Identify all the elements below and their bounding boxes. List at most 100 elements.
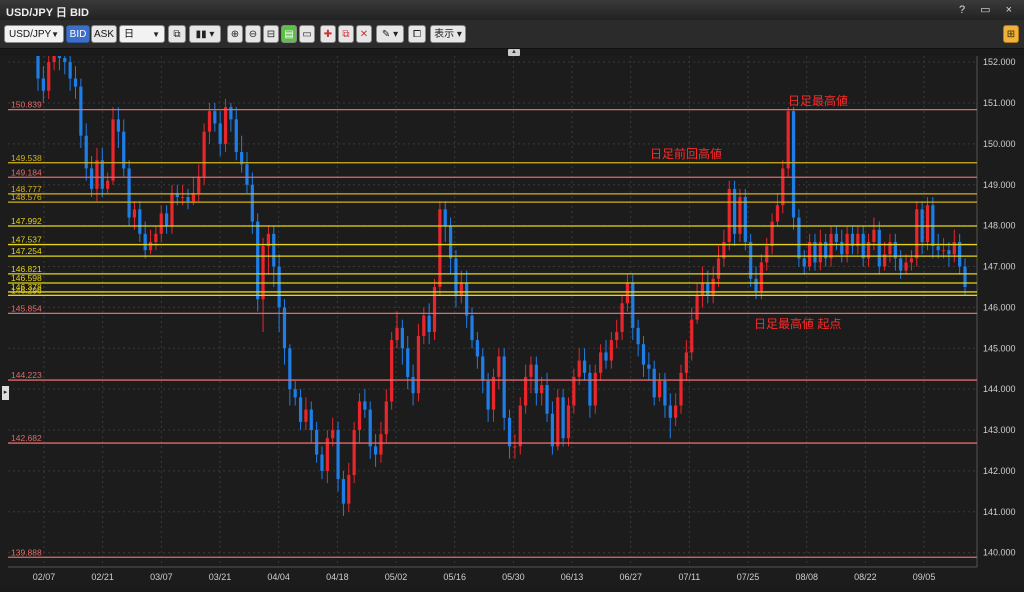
- candle-body: [470, 315, 474, 341]
- candle-body: [507, 417, 512, 447]
- candle-body: [143, 233, 147, 251]
- candle-body: [282, 307, 287, 349]
- candle-body: [47, 62, 51, 91]
- level-label: 148.576: [11, 192, 42, 202]
- display-menu-label: 表示: [434, 29, 455, 40]
- settings-grid-icon[interactable]: ⊞: [1003, 25, 1019, 43]
- candle-body: [266, 233, 271, 247]
- candle-body: [781, 168, 785, 206]
- candle-body: [866, 242, 871, 259]
- candle-body: [475, 340, 479, 357]
- chart-type-icon[interactable]: ▮▮ ▾: [189, 25, 221, 43]
- candle-body: [690, 319, 694, 353]
- x-tick-label: 04/04: [267, 572, 290, 582]
- x-tick-label: 04/18: [326, 572, 349, 582]
- candle-body: [304, 409, 308, 422]
- candle-body: [170, 192, 174, 226]
- x-tick-label: 05/02: [385, 572, 408, 582]
- candle-body: [218, 123, 222, 144]
- candle-body: [904, 262, 908, 271]
- window-controls[interactable]: ? ▭ ×: [958, 4, 1018, 16]
- candle-body: [625, 282, 630, 304]
- candle-body: [57, 56, 62, 59]
- candle-body: [941, 250, 946, 252]
- candle-body: [148, 242, 153, 251]
- candle-body: [759, 262, 763, 292]
- candle-body: [722, 242, 726, 259]
- candle-body: [915, 209, 919, 259]
- y-tick-label: 152.000: [983, 57, 1016, 67]
- candle-body: [738, 197, 742, 234]
- candle-body: [427, 315, 431, 332]
- y-tick-label: 140.000: [983, 548, 1016, 558]
- level-label: 149.184: [11, 167, 42, 177]
- display-menu-button[interactable]: 表示 ▾: [430, 25, 466, 43]
- candle-body: [395, 327, 399, 341]
- price-chart[interactable]: 152.000 151.000 150.000 149.000 148.000 147.0…: [0, 56, 1024, 587]
- candle-body: [540, 385, 544, 394]
- candle-body: [68, 62, 72, 79]
- candle-body: [379, 434, 383, 455]
- level-label: 146.378: [11, 282, 42, 292]
- candle-body: [181, 197, 185, 199]
- candle-body: [593, 372, 597, 406]
- zoom-in-icon[interactable]: ⊕: [227, 25, 243, 43]
- candle-body: [138, 209, 142, 234]
- period-select-value: 日: [124, 29, 134, 40]
- x-tick-label: 02/07: [33, 572, 56, 582]
- delete-drawing-icon[interactable]: ✕: [356, 25, 372, 43]
- level-label: 146.296: [11, 285, 42, 295]
- candle-body: [245, 164, 249, 185]
- candle-body: [888, 242, 892, 255]
- level-label: 147.254: [11, 246, 42, 256]
- candle-body: [636, 327, 640, 345]
- add-drawing-icon[interactable]: ✚: [320, 25, 336, 43]
- candle-body: [250, 184, 254, 222]
- candle-body: [534, 364, 538, 394]
- y-tick-label: 148.000: [983, 221, 1016, 231]
- candle-body: [256, 221, 260, 300]
- candle-body: [175, 192, 179, 198]
- layout-icon[interactable]: ▤: [281, 25, 297, 43]
- ask-toggle[interactable]: ASK: [91, 25, 117, 43]
- pen-tool-icon[interactable]: ✎ ▾: [376, 25, 404, 43]
- panel-icon[interactable]: ▭: [299, 25, 315, 43]
- chart-annotation: 日足前回高値: [650, 146, 722, 161]
- candle-body: [331, 430, 335, 439]
- candle-body: [786, 111, 790, 169]
- x-tick-label: 02/21: [91, 572, 114, 582]
- candle-body: [191, 192, 196, 202]
- candle-body: [963, 266, 967, 287]
- candle-body: [347, 475, 351, 504]
- candle-body: [861, 233, 865, 259]
- candle-body: [95, 160, 99, 189]
- compare-icon[interactable]: ⧉: [168, 25, 186, 43]
- candle-body: [824, 242, 828, 259]
- candle-body: [438, 209, 442, 287]
- candle-body: [818, 242, 822, 263]
- candle-body: [566, 405, 571, 439]
- collapse-handle[interactable]: ▲: [508, 49, 520, 56]
- candle-body: [834, 233, 839, 243]
- level-label: 150.839: [11, 100, 42, 110]
- symbol-select[interactable]: USD/JPY ▼: [4, 25, 64, 43]
- candle-body: [883, 254, 887, 267]
- side-panel-toggle[interactable]: ▸: [2, 386, 9, 400]
- candle-body: [73, 78, 78, 87]
- window-icon[interactable]: ⧠: [408, 25, 426, 43]
- candle-body: [749, 242, 753, 279]
- candle-body: [223, 107, 228, 144]
- copy-drawing-icon[interactable]: ⧉: [338, 25, 354, 43]
- level-label: 144.223: [11, 370, 42, 380]
- candle-body: [545, 385, 549, 414]
- bid-toggle[interactable]: BID: [66, 25, 90, 43]
- candle-body: [599, 352, 603, 373]
- zoom-out-icon[interactable]: ⊖: [245, 25, 261, 43]
- candle-body: [936, 246, 940, 251]
- period-select[interactable]: 日 ▼: [119, 25, 165, 43]
- split-view-icon[interactable]: ⊟: [263, 25, 279, 43]
- candle-body: [872, 229, 876, 243]
- candle-body: [293, 389, 297, 398]
- candle-body: [352, 430, 356, 476]
- candle-body: [36, 56, 40, 79]
